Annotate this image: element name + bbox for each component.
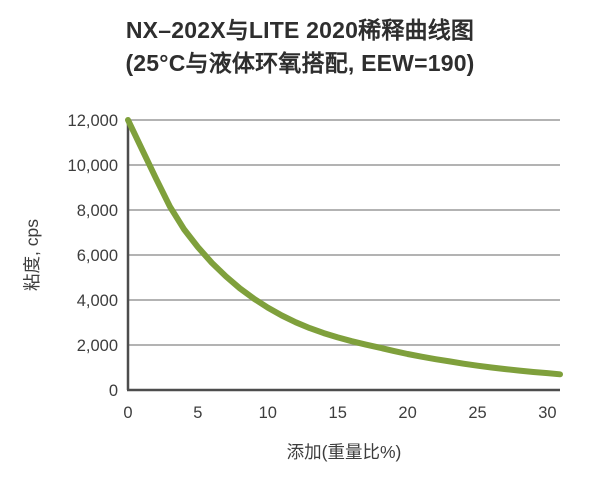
y-tick-label-10000: 10,000 — [68, 157, 118, 175]
x-tick-label-0: 0 — [123, 404, 132, 422]
x-tick-label-5: 5 — [193, 404, 202, 422]
y-tick-label-0: 0 — [109, 382, 118, 400]
y-tick-label-8000: 8,000 — [77, 202, 118, 220]
y-tick-label-12000: 12,000 — [68, 112, 118, 130]
y-tick-label-6000: 6,000 — [77, 247, 118, 265]
x-tick-label-15: 15 — [329, 404, 347, 422]
y-axis-title: 粘度, cps — [22, 219, 42, 291]
y-tick-label-4000: 4,000 — [77, 292, 118, 310]
chart-title: NX–202X与LITE 2020稀释曲线图 (25°C与液体环氧搭配, EEW… — [0, 14, 600, 80]
chart-title-line2: (25°C与液体环氧搭配, EEW=190) — [125, 50, 475, 76]
x-axis-title: 添加(重量比%) — [287, 442, 402, 462]
x-tick-label-30: 30 — [538, 404, 556, 422]
x-tick-label-20: 20 — [398, 404, 416, 422]
x-tick-label-10: 10 — [259, 404, 277, 422]
y-tick-label-2000: 2,000 — [77, 337, 118, 355]
chart-title-line1: NX–202X与LITE 2020稀释曲线图 — [125, 17, 475, 43]
x-tick-label-25: 25 — [468, 404, 486, 422]
series-curve-0 — [125, 117, 563, 378]
